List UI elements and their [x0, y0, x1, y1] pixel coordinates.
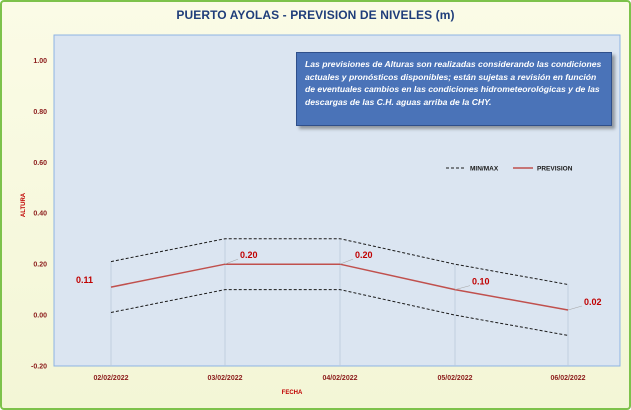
x-tick-label: 05/02/2022 — [437, 375, 472, 382]
data-label-leader — [454, 285, 471, 290]
x-tick-label: 03/02/2022 — [207, 375, 242, 382]
y-tick-label: 0.20 — [33, 262, 47, 269]
y-tick-label: 0.80 — [33, 109, 47, 116]
y-tick-label: 1.00 — [33, 58, 47, 65]
data-label: 0.10 — [472, 277, 490, 287]
y-tick-label: 0.60 — [33, 160, 47, 167]
series-line-prevision — [110, 263, 569, 311]
x-tick-label: 06/02/2022 — [550, 375, 585, 382]
data-label: 0.11 — [76, 275, 93, 285]
x-axis-title: FECHA — [282, 390, 303, 396]
series-line-min — [110, 289, 569, 336]
y-tick-label: 0.40 — [33, 211, 47, 218]
forecast-note: Las previsiones de Alturas son realizada… — [296, 52, 612, 126]
data-label-leader — [224, 258, 239, 265]
series-line-max — [110, 238, 569, 285]
y-tick-label: 0.00 — [33, 313, 47, 320]
data-label: 0.20 — [355, 250, 373, 260]
chart-title: PUERTO AYOLAS - PREVISION DE NIVELES (m) — [176, 8, 455, 22]
x-tick-label: 04/02/2022 — [322, 375, 357, 382]
data-label: 0.02 — [584, 297, 602, 307]
legend: MIN/MAX PREVISION — [446, 166, 573, 173]
y-axis-title: ALTURA — [21, 192, 27, 217]
data-label: 0.20 — [240, 250, 258, 260]
legend-minmax-label: MIN/MAX — [470, 166, 499, 173]
legend-prevision-label: PREVISION — [537, 166, 573, 173]
y-tick-label: -0.20 — [31, 364, 47, 371]
x-tick-label: 02/02/2022 — [93, 375, 128, 382]
data-label-leader — [567, 305, 583, 311]
data-label-leader — [339, 258, 354, 265]
